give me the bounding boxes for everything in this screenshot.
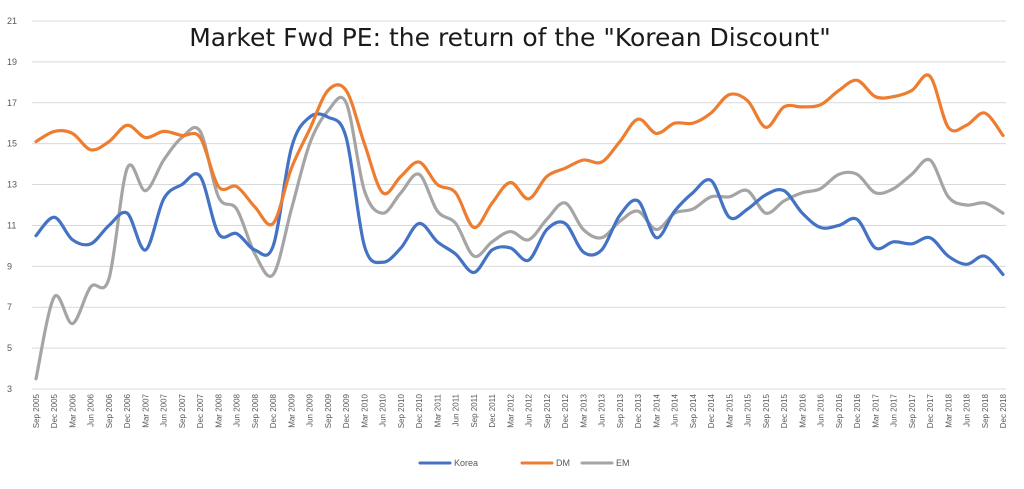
x-tick-label: Sep 2017 <box>908 393 917 428</box>
x-tick-label: Mar 2015 <box>725 393 734 427</box>
y-tick-label: 11 <box>7 220 16 230</box>
x-tick-label: Dec 2010 <box>415 393 424 428</box>
x-tick-label: Sep 2005 <box>32 393 41 428</box>
legend-label-korea: Korea <box>454 458 478 468</box>
x-tick-label: Sep 2011 <box>470 393 479 427</box>
x-tick-label: Jun 2011 <box>452 393 461 426</box>
x-tick-label: Jun 2009 <box>306 393 315 426</box>
x-tick-label: Jun 2012 <box>525 393 534 426</box>
x-tick-label: Mar 2013 <box>579 393 588 427</box>
x-tick-label: Mar 2011 <box>433 393 442 427</box>
y-tick-label: 7 <box>7 302 12 312</box>
x-tick-label: Jun 2010 <box>379 393 388 426</box>
x-tick-label: Jun 2013 <box>598 393 607 426</box>
x-tick-label: Sep 2015 <box>762 393 771 428</box>
series-line-korea <box>34 112 1005 277</box>
x-tick-label: Jun 2007 <box>160 393 169 426</box>
x-tick-label: Dec 2014 <box>707 393 716 428</box>
x-tick-label: Dec 2007 <box>196 393 205 428</box>
x-tick-label: Sep 2008 <box>251 393 260 428</box>
legend: Korea DM EM <box>418 458 630 468</box>
y-axis-ticks: 3 5 7 9 11 13 15 17 19 21 <box>7 16 17 394</box>
x-tick-label: Jun 2006 <box>87 393 96 426</box>
y-tick-label: 9 <box>7 261 12 271</box>
x-tick-label: Sep 2010 <box>397 393 406 428</box>
x-tick-label: Mar 2006 <box>68 393 77 427</box>
x-axis-ticks: Sep 2005 Dec 2005 Mar 2006 Jun 2006 Sep 2006… <box>32 393 1008 428</box>
x-tick-label: Dec 2006 <box>123 393 132 428</box>
x-tick-label: Dec 2018 <box>999 393 1008 428</box>
x-tick-label: Jun 2015 <box>744 393 753 426</box>
x-tick-label: Mar 2017 <box>871 393 880 427</box>
x-tick-label: Jun 2008 <box>233 393 242 426</box>
y-tick-label: 13 <box>7 180 17 190</box>
x-tick-label: Mar 2014 <box>652 393 661 427</box>
x-tick-label: Dec 2011 <box>488 393 497 427</box>
series-lines <box>34 73 1005 381</box>
x-tick-label: Mar 2007 <box>141 393 150 427</box>
x-tick-label: Jun 2018 <box>963 393 972 426</box>
x-tick-label: Dec 2005 <box>50 393 59 428</box>
x-tick-label: Mar 2016 <box>798 393 807 427</box>
y-tick-label: 17 <box>7 98 17 108</box>
x-tick-label: Sep 2016 <box>835 393 844 428</box>
x-tick-label: Dec 2016 <box>853 393 862 428</box>
chart-title: Market Fwd PE: the return of the "Korean… <box>189 23 831 52</box>
x-tick-label: Dec 2009 <box>342 393 351 428</box>
x-tick-label: Mar 2008 <box>214 393 223 427</box>
y-tick-label: 15 <box>7 139 17 149</box>
x-tick-label: Sep 2012 <box>543 393 552 428</box>
x-tick-label: Jun 2016 <box>817 393 826 426</box>
x-tick-label: Sep 2007 <box>178 393 187 428</box>
x-tick-label: Dec 2012 <box>561 393 570 428</box>
x-tick-label: Dec 2008 <box>269 393 278 428</box>
x-tick-label: Mar 2009 <box>287 393 296 427</box>
x-tick-label: Sep 2018 <box>981 393 990 428</box>
x-tick-label: Sep 2009 <box>324 393 333 428</box>
y-tick-label: 21 <box>7 16 17 26</box>
y-tick-label: 3 <box>7 384 12 394</box>
x-tick-label: Mar 2012 <box>506 393 515 427</box>
x-tick-label: Sep 2014 <box>689 393 698 428</box>
series-line-dm <box>34 73 1005 230</box>
gridlines <box>32 20 1006 390</box>
series-line-em <box>34 95 1005 381</box>
x-tick-label: Mar 2018 <box>944 393 953 427</box>
x-tick-label: Sep 2006 <box>105 393 114 428</box>
x-tick-label: Dec 2013 <box>634 393 643 428</box>
legend-label-em: EM <box>616 458 630 468</box>
y-tick-label: 5 <box>7 343 12 353</box>
x-tick-label: Jun 2017 <box>890 393 899 426</box>
x-tick-label: Dec 2017 <box>926 393 935 428</box>
y-tick-label: 19 <box>7 57 17 67</box>
legend-label-dm: DM <box>556 458 570 468</box>
x-tick-label: Sep 2013 <box>616 393 625 428</box>
x-tick-label: Dec 2015 <box>780 393 789 428</box>
x-tick-label: Jun 2014 <box>671 393 680 426</box>
x-tick-label: Mar 2010 <box>360 393 369 427</box>
